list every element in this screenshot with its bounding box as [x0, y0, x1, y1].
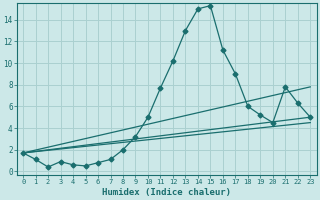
X-axis label: Humidex (Indice chaleur): Humidex (Indice chaleur) — [102, 188, 231, 197]
